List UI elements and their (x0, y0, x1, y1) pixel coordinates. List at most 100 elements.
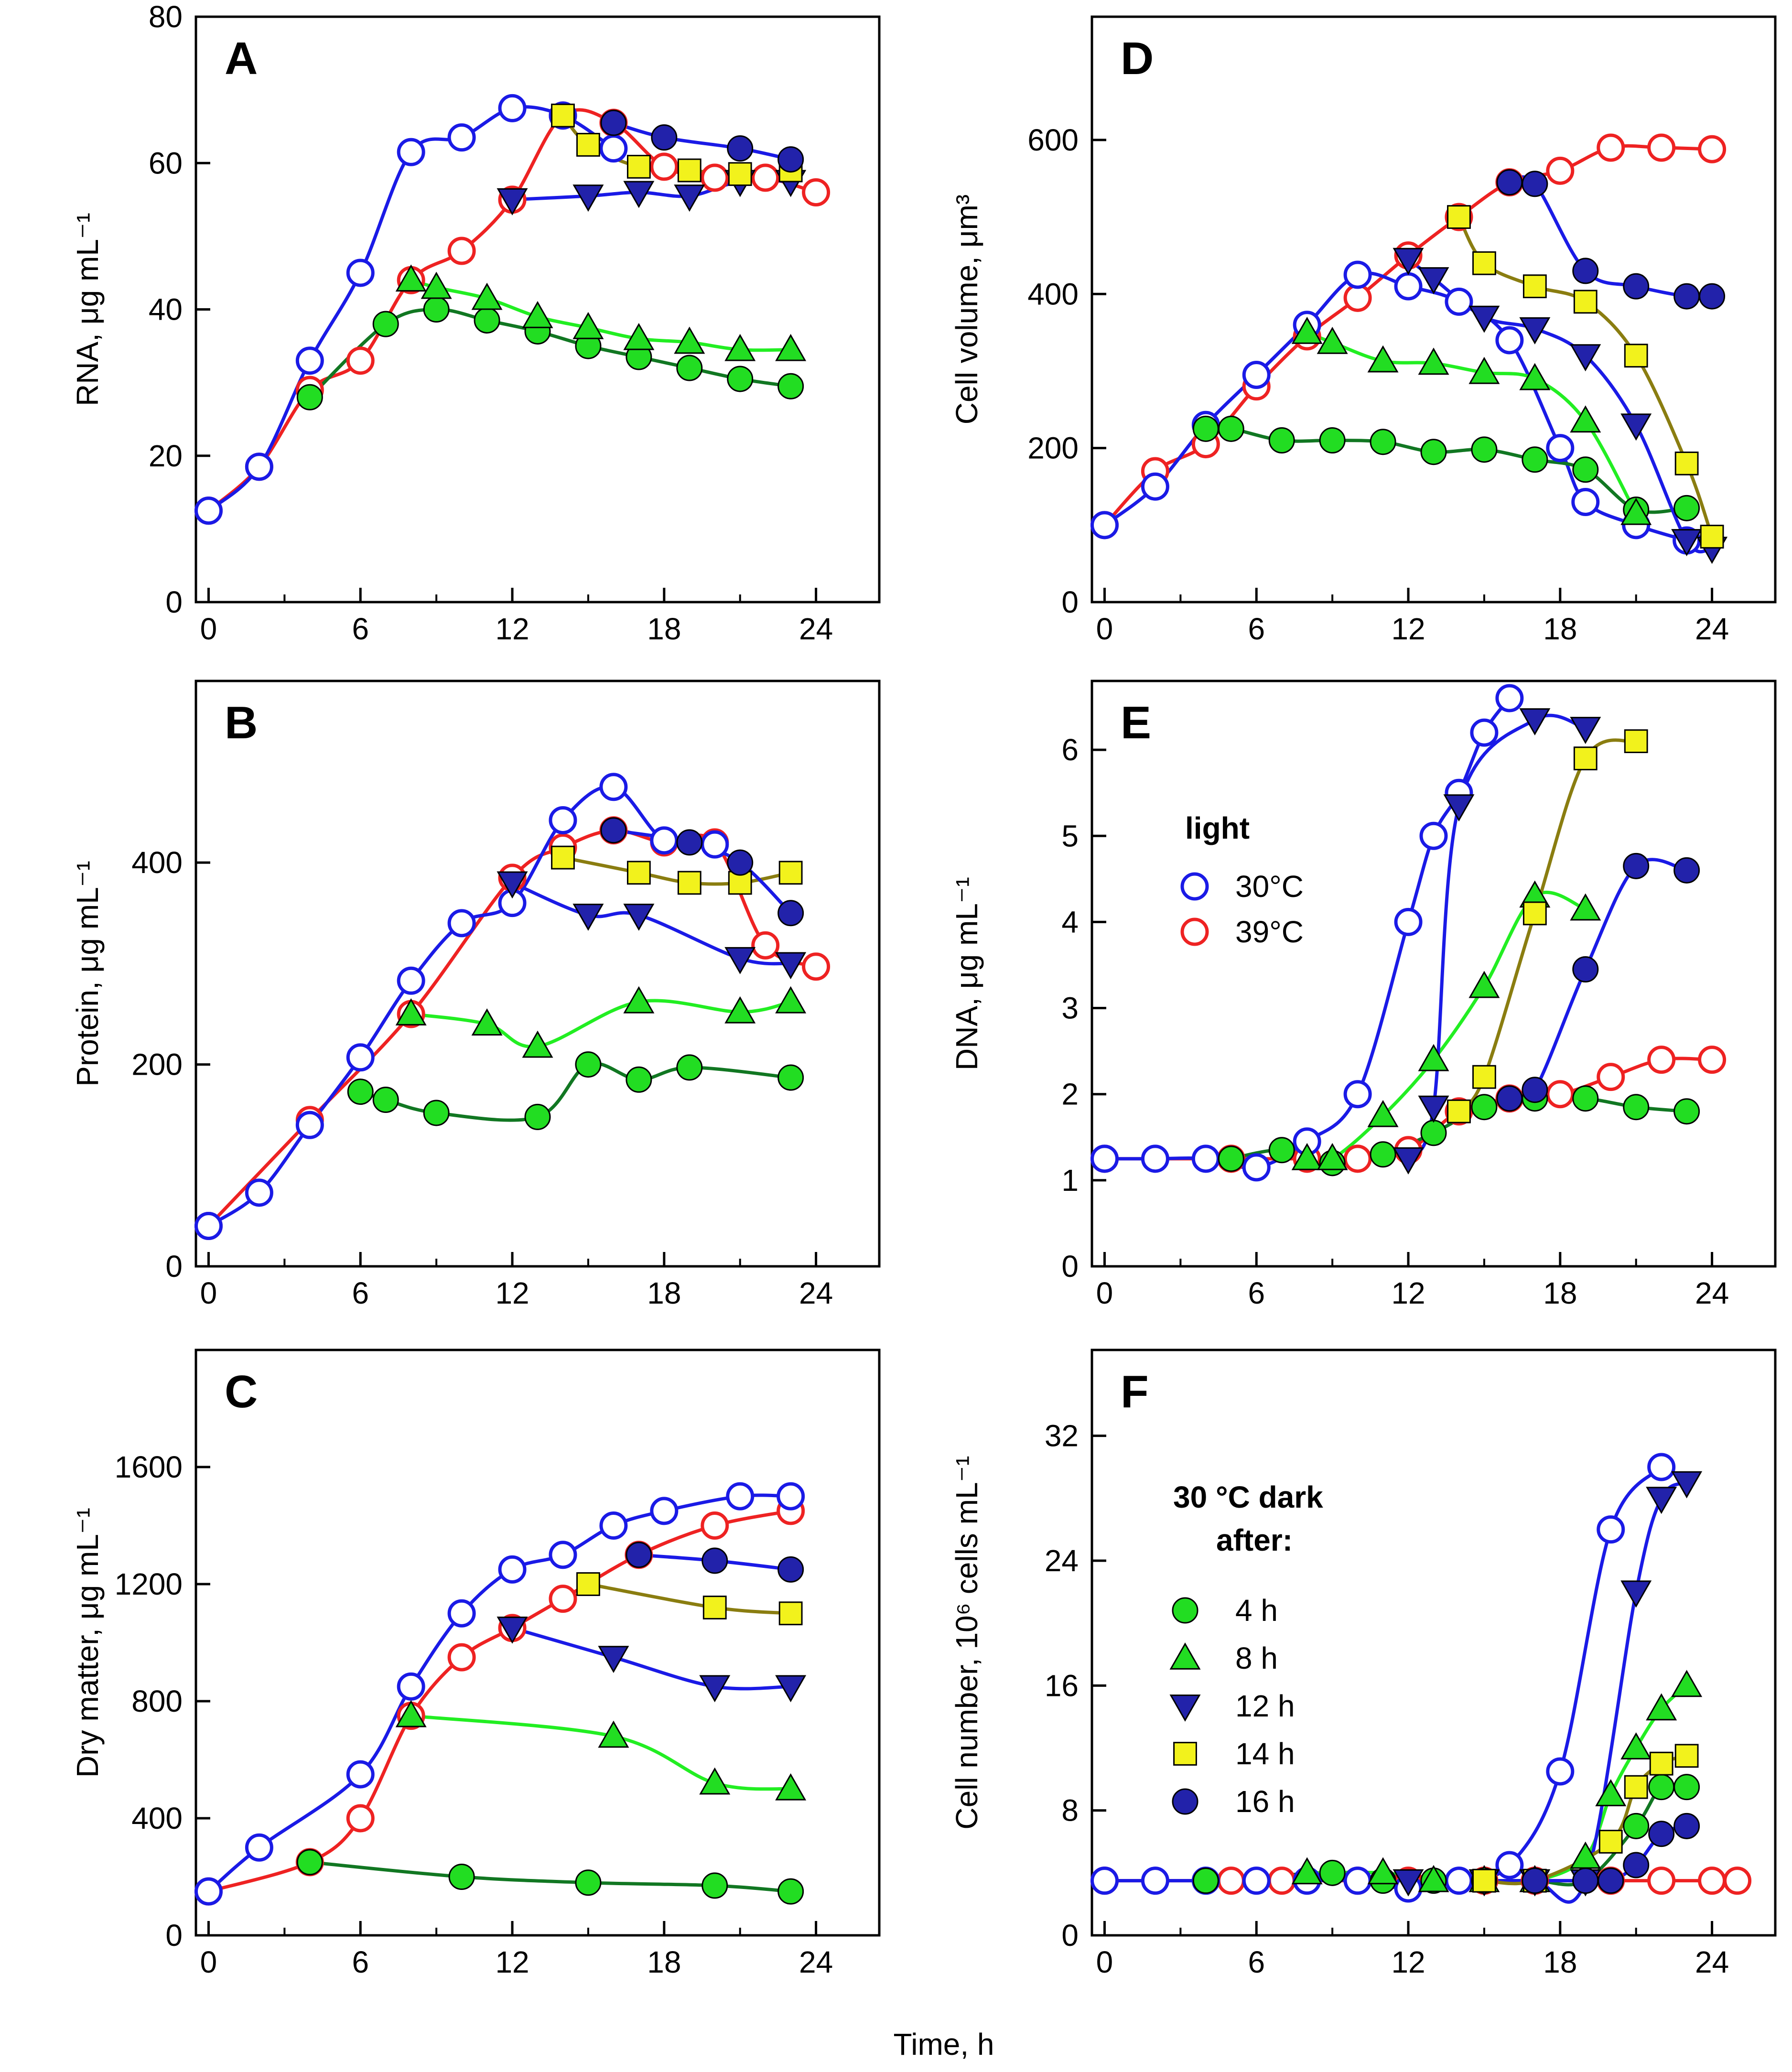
data-point-dark8 (623, 323, 655, 350)
data-point-dark4 (1673, 1774, 1700, 1801)
data-point-dark4 (1572, 1085, 1599, 1112)
data-point-light30 (777, 1482, 805, 1511)
data-point-light30 (498, 94, 527, 122)
data-point-dark12 (497, 871, 528, 899)
data-point-dark4 (676, 355, 703, 381)
data-point-dark16 (600, 109, 627, 136)
x-tick-label: 6 (352, 612, 369, 646)
data-point-light39 (346, 1804, 375, 1833)
y-axis-label: DNA, μg mL⁻¹ (950, 877, 984, 1070)
data-point-dark14 (1472, 251, 1496, 275)
data-point-dark12 (1570, 717, 1601, 745)
data-point-dark16 (1522, 171, 1548, 197)
data-point-light30 (397, 966, 425, 995)
y-tick-label: 4 (1061, 905, 1079, 939)
data-point-dark12 (497, 1616, 528, 1644)
data-point-dark8 (699, 1767, 731, 1795)
data-point-dark4 (1420, 1120, 1447, 1146)
data-point-dark8 (1570, 893, 1601, 921)
legend-title: light (1185, 811, 1250, 845)
data-point-dark4 (524, 1103, 551, 1130)
data-point-light39 (701, 163, 729, 192)
data-point-light30 (1191, 1144, 1220, 1173)
data-point-light30 (1546, 1757, 1575, 1786)
data-point-light30 (447, 909, 476, 938)
data-point-dark4 (1648, 1774, 1675, 1801)
data-point-dark12 (1418, 267, 1449, 294)
data-point-dark4 (1623, 1813, 1650, 1839)
data-point-light30 (1343, 260, 1372, 289)
data-point-dark16 (1522, 1077, 1548, 1103)
data-point-light39 (1698, 1046, 1727, 1074)
data-point-dark4 (372, 311, 399, 337)
y-tick-label: 40 (149, 292, 183, 327)
data-point-dark8 (1519, 363, 1551, 390)
data-point-dark16 (1648, 1821, 1675, 1847)
data-point-dark4 (575, 1869, 602, 1896)
y-tick-label: 0 (165, 585, 183, 619)
x-tick-label: 18 (647, 1945, 681, 1979)
legend-marker-dark12 (1169, 1694, 1201, 1722)
data-point-dark14 (1674, 1744, 1699, 1768)
series-points-dark16 (600, 817, 804, 927)
data-point-dark12 (1620, 413, 1652, 441)
data-point-dark14 (626, 861, 651, 885)
legend-label: 30°C (1235, 869, 1304, 904)
data-point-dark14 (1472, 1868, 1496, 1893)
data-point-light39 (751, 163, 780, 192)
data-point-dark16 (676, 829, 703, 856)
series-points-dark12 (497, 871, 807, 980)
data-point-dark8 (1468, 356, 1500, 384)
x-tick-label: 0 (1096, 612, 1113, 646)
data-point-light30 (1242, 361, 1271, 389)
data-point-light30 (1571, 487, 1600, 516)
data-point-light39 (1647, 1867, 1676, 1895)
y-tick-label: 8 (1061, 1793, 1079, 1828)
legend-title: after: (1216, 1523, 1293, 1557)
data-point-light30 (1597, 1515, 1625, 1544)
data-point-dark12 (674, 184, 705, 212)
data-point-dark14 (551, 103, 575, 128)
data-point-dark12 (1418, 1095, 1449, 1123)
data-point-light30 (1242, 1153, 1271, 1182)
y-axis-label: Protein, μg mL⁻¹ (70, 861, 105, 1087)
data-point-dark14 (778, 861, 803, 885)
data-point-dark4 (372, 1087, 399, 1113)
data-point-dark4 (1370, 1141, 1396, 1168)
data-point-dark4 (777, 1064, 804, 1091)
data-point-light30 (447, 123, 476, 152)
data-point-dark8 (1595, 1779, 1627, 1806)
y-tick-label: 0 (165, 1249, 183, 1284)
data-point-light30 (1090, 1867, 1119, 1895)
data-point-dark12 (1671, 1471, 1703, 1499)
data-point-dark16 (1673, 283, 1700, 310)
data-point-light30 (549, 1541, 577, 1569)
data-point-light30 (397, 138, 425, 166)
data-point-dark16 (651, 124, 678, 151)
x-tick-label: 0 (1096, 1276, 1113, 1310)
legend-label: 16 h (1235, 1784, 1295, 1819)
legend-marker-light30 (1180, 872, 1209, 901)
data-point-dark8 (395, 998, 427, 1025)
data-point-dark14 (702, 1596, 727, 1619)
legend-label: 14 h (1235, 1737, 1295, 1771)
data-point-light39 (549, 1585, 577, 1613)
data-point-dark16 (1522, 1867, 1548, 1894)
data-point-light39 (701, 1511, 729, 1540)
data-point-light39 (1217, 1867, 1245, 1895)
data-point-dark12 (775, 1675, 807, 1703)
data-point-dark8 (471, 282, 503, 310)
data-point-dark8 (1291, 1143, 1323, 1170)
y-axis-label: Cell number, 10⁶ cells mL⁻¹ (950, 1456, 984, 1829)
data-point-light30 (194, 1212, 223, 1241)
data-point-dark16 (1623, 1852, 1650, 1878)
data-point-light30 (194, 496, 223, 525)
data-point-dark8 (1570, 405, 1601, 433)
data-point-dark12 (1443, 794, 1475, 822)
data-point-dark8 (1620, 1732, 1652, 1759)
plot-frame (1090, 15, 1777, 604)
data-point-dark14 (1472, 1065, 1496, 1089)
data-point-dark8 (1317, 1143, 1348, 1170)
data-point-light39 (1597, 1063, 1625, 1091)
